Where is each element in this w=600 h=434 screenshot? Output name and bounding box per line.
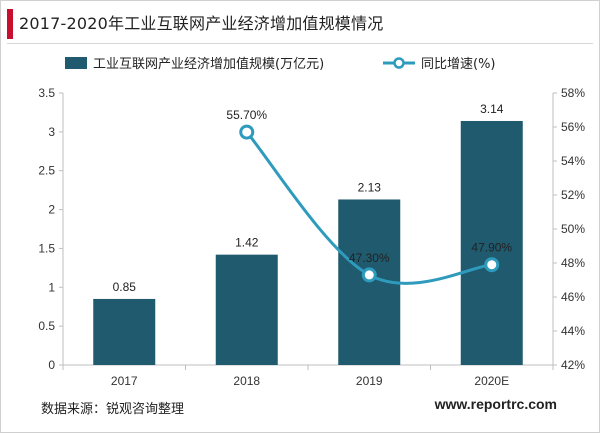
y-tick-label-left: 0.5 xyxy=(38,319,55,333)
title-divider xyxy=(7,43,593,44)
website-url: www.reportrc.com xyxy=(434,396,557,412)
x-tick-label: 2018 xyxy=(233,374,260,388)
legend-label-line: 同比增速(%) xyxy=(421,57,496,72)
y-tick-label-right: 48% xyxy=(561,256,585,270)
y-tick-label-left: 0 xyxy=(48,358,55,372)
y-tick-label-left: 1.5 xyxy=(38,241,55,255)
bar xyxy=(93,298,156,365)
y-tick-label-right: 58% xyxy=(561,86,585,100)
line-data-label: 47.90% xyxy=(471,241,512,255)
legend-swatch-bar xyxy=(65,57,87,69)
y-tick-label-right: 42% xyxy=(561,358,585,372)
line-point xyxy=(239,124,255,140)
y-tick-label-left: 2.5 xyxy=(38,164,55,178)
data-source: 数据来源：锐观咨询整理 xyxy=(41,402,185,417)
line-data-label: 47.30% xyxy=(349,251,390,265)
bar-data-label: 1.42 xyxy=(235,236,259,250)
x-tick-label: 2020E xyxy=(474,374,509,388)
title-accent-bar xyxy=(7,9,13,39)
bar xyxy=(215,254,278,365)
x-tick-label: 2017 xyxy=(111,374,138,388)
line-point xyxy=(361,267,377,283)
y-tick-label-left: 1 xyxy=(48,280,55,294)
legend-label-bar: 工业互联网产业经济增加值规模(万亿元) xyxy=(93,56,324,72)
line-data-label: 55.70% xyxy=(226,108,267,122)
line-point xyxy=(484,257,500,273)
y-tick-label-right: 46% xyxy=(561,290,585,304)
y-tick-label-left: 3.5 xyxy=(38,86,55,100)
chart-title: 2017-2020年工业互联网产业经济增加值规模情况 xyxy=(19,14,384,33)
y-tick-label-left: 2 xyxy=(48,203,55,217)
bar xyxy=(460,120,523,365)
y-tick-label-right: 52% xyxy=(561,188,585,202)
bar-data-label: 3.14 xyxy=(480,102,504,116)
y-tick-label-left: 3 xyxy=(48,125,55,139)
y-tick-label-right: 44% xyxy=(561,324,585,338)
y-tick-label-right: 56% xyxy=(561,120,585,134)
legend-marker-line xyxy=(393,57,405,69)
bar-data-label: 2.13 xyxy=(358,180,382,194)
x-tick-label: 2019 xyxy=(356,374,383,388)
bar-data-label: 0.85 xyxy=(113,280,137,294)
y-tick-label-right: 50% xyxy=(561,222,585,236)
y-tick-label-right: 54% xyxy=(561,154,585,168)
